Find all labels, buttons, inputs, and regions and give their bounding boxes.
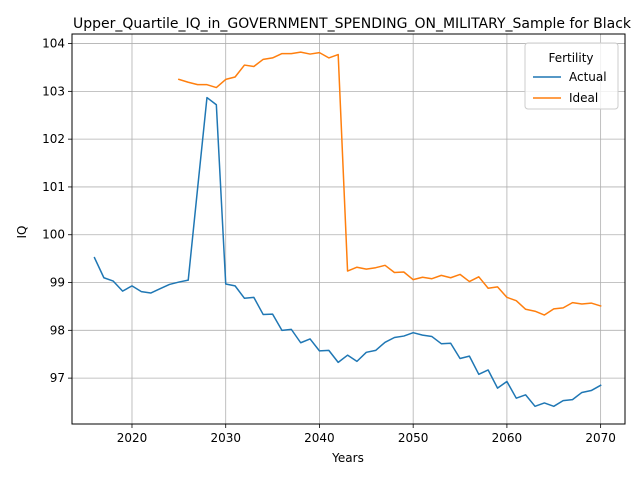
y-tick-label: 99 [50, 276, 65, 290]
y-tick-label: 104 [42, 37, 65, 51]
y-axis-label: IQ [15, 226, 29, 239]
x-tick-label: 2070 [585, 431, 616, 445]
y-tick-label: 98 [50, 323, 65, 337]
x-tick-label: 2040 [304, 431, 335, 445]
series-layer [93, 51, 602, 408]
y-tick-label: 102 [42, 132, 65, 146]
plot-frame [71, 33, 626, 425]
y-tick-label: 101 [42, 180, 65, 194]
grid [72, 34, 625, 424]
legend-box [524, 42, 619, 110]
y-tick-label: 100 [42, 228, 65, 242]
series-line-actual [93, 96, 602, 408]
x-axis-label: Years [331, 451, 364, 465]
x-tick-label: 2030 [210, 431, 241, 445]
y-tick-label: 97 [50, 371, 65, 385]
series-line-ideal [177, 51, 602, 316]
legend: Fertility Actual Ideal [524, 42, 619, 110]
x-tick-label: 2060 [492, 431, 523, 445]
x-tick-label: 2050 [398, 431, 429, 445]
legend-label-actual: Actual [569, 70, 607, 84]
legend-label-ideal: Ideal [569, 91, 598, 105]
ticks: 2020 2030 2040 2050 2060 2070 97 98 99 100 101 102 1… [42, 37, 616, 445]
y-tick-label: 103 [42, 84, 65, 98]
x-tick-label: 2020 [117, 431, 148, 445]
chart-title: Upper_Quartile_IQ_in_GOVERNMENT_SPENDING… [73, 16, 632, 32]
legend-title: Fertility [548, 51, 593, 65]
